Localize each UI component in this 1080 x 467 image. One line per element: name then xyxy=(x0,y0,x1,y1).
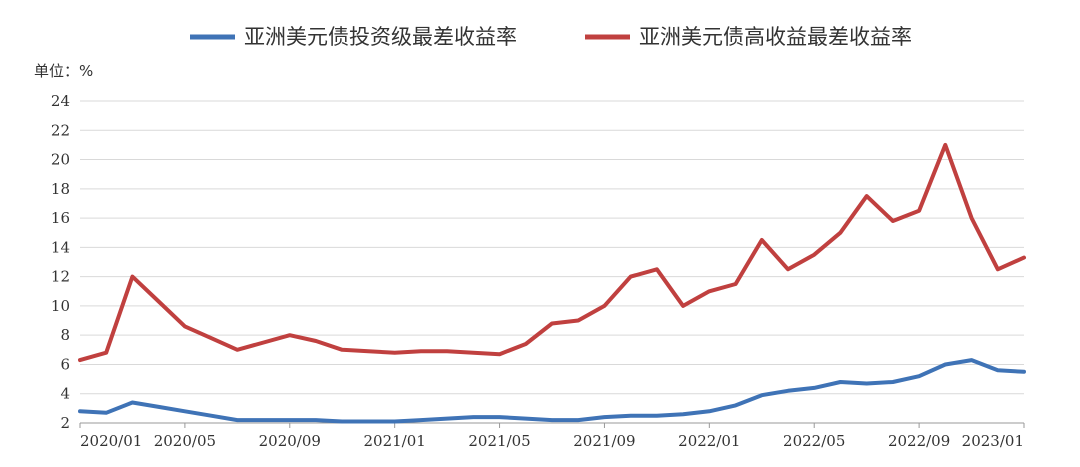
y-tick-label: 4 xyxy=(60,385,70,403)
x-tick-label: 2020/01 xyxy=(80,432,142,450)
x-tick-label: 2022/05 xyxy=(783,432,845,450)
y-tick-label: 18 xyxy=(51,180,70,198)
x-tick-label: 2022/01 xyxy=(678,432,740,450)
x-tick-label: 2021/05 xyxy=(468,432,530,450)
gridlines xyxy=(80,100,1024,395)
y-tick-label: 6 xyxy=(60,355,70,373)
y-tick-label: 14 xyxy=(51,238,70,256)
legend-label-hy: 亚洲美元债高收益最差收益率 xyxy=(639,25,912,49)
y-tick-label: 8 xyxy=(60,326,70,344)
y-tick-label: 20 xyxy=(51,151,70,169)
y-tick-label: 16 xyxy=(51,209,70,227)
y-tick-label: 10 xyxy=(51,297,70,315)
x-tick-label: 2022/09 xyxy=(888,432,950,450)
x-tick-label: 2020/05 xyxy=(154,432,216,450)
y-tick-label: 12 xyxy=(51,268,70,286)
x-tick-label: 2020/09 xyxy=(259,432,321,450)
legend: 亚洲美元债投资级最差收益率 亚洲美元债高收益最差收益率 xyxy=(190,25,912,49)
y-tick-label: 22 xyxy=(51,121,70,139)
y-tick-label: 2 xyxy=(60,414,70,432)
x-tick-label: 2021/09 xyxy=(573,432,635,450)
y-tick-label: 24 xyxy=(51,92,70,110)
y-axis-unit-label: 单位：% xyxy=(34,62,93,80)
series-line-1 xyxy=(78,142,1026,363)
series-lines xyxy=(78,142,1026,424)
x-axis-tick-labels: 2020/01 2020/05 2020/09 2021/01 2021/05 2021/… xyxy=(79,423,1025,450)
x-tick-label: 2021/01 xyxy=(364,432,426,450)
series-line-0 xyxy=(78,358,1026,424)
x-tick-label: 2023/01 xyxy=(962,432,1024,450)
legend-label-ig: 亚洲美元债投资级最差收益率 xyxy=(244,25,517,49)
